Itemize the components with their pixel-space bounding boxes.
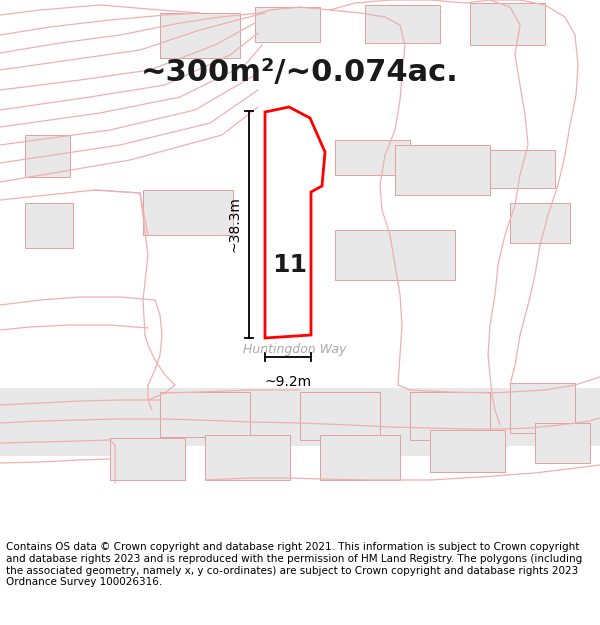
Bar — [160, 13, 240, 58]
Bar — [25, 135, 70, 177]
Text: ~9.2m: ~9.2m — [265, 375, 311, 389]
Bar — [510, 383, 575, 433]
Polygon shape — [265, 107, 325, 338]
Text: ~300m²/~0.074ac.: ~300m²/~0.074ac. — [141, 59, 459, 88]
Polygon shape — [390, 388, 520, 456]
Bar — [335, 230, 455, 280]
Bar — [395, 145, 490, 195]
Bar — [410, 392, 490, 440]
Bar — [320, 435, 400, 480]
Bar — [535, 423, 590, 463]
Bar — [430, 430, 505, 472]
Bar — [110, 438, 185, 480]
Bar — [300, 392, 380, 440]
Text: ~38.3m: ~38.3m — [228, 196, 242, 252]
Bar — [335, 140, 410, 175]
Bar — [365, 5, 440, 43]
Bar — [25, 203, 73, 248]
Bar — [205, 435, 290, 480]
Bar — [160, 392, 250, 437]
Polygon shape — [0, 388, 160, 456]
FancyBboxPatch shape — [0, 388, 600, 446]
Bar — [510, 203, 570, 243]
Bar — [490, 150, 555, 188]
Bar — [255, 7, 320, 42]
Bar — [143, 190, 233, 235]
Text: 11: 11 — [272, 253, 308, 277]
Bar — [470, 3, 545, 45]
Text: Huntingdon Way: Huntingdon Way — [244, 344, 347, 356]
Text: Contains OS data © Crown copyright and database right 2021. This information is : Contains OS data © Crown copyright and d… — [6, 542, 582, 588]
